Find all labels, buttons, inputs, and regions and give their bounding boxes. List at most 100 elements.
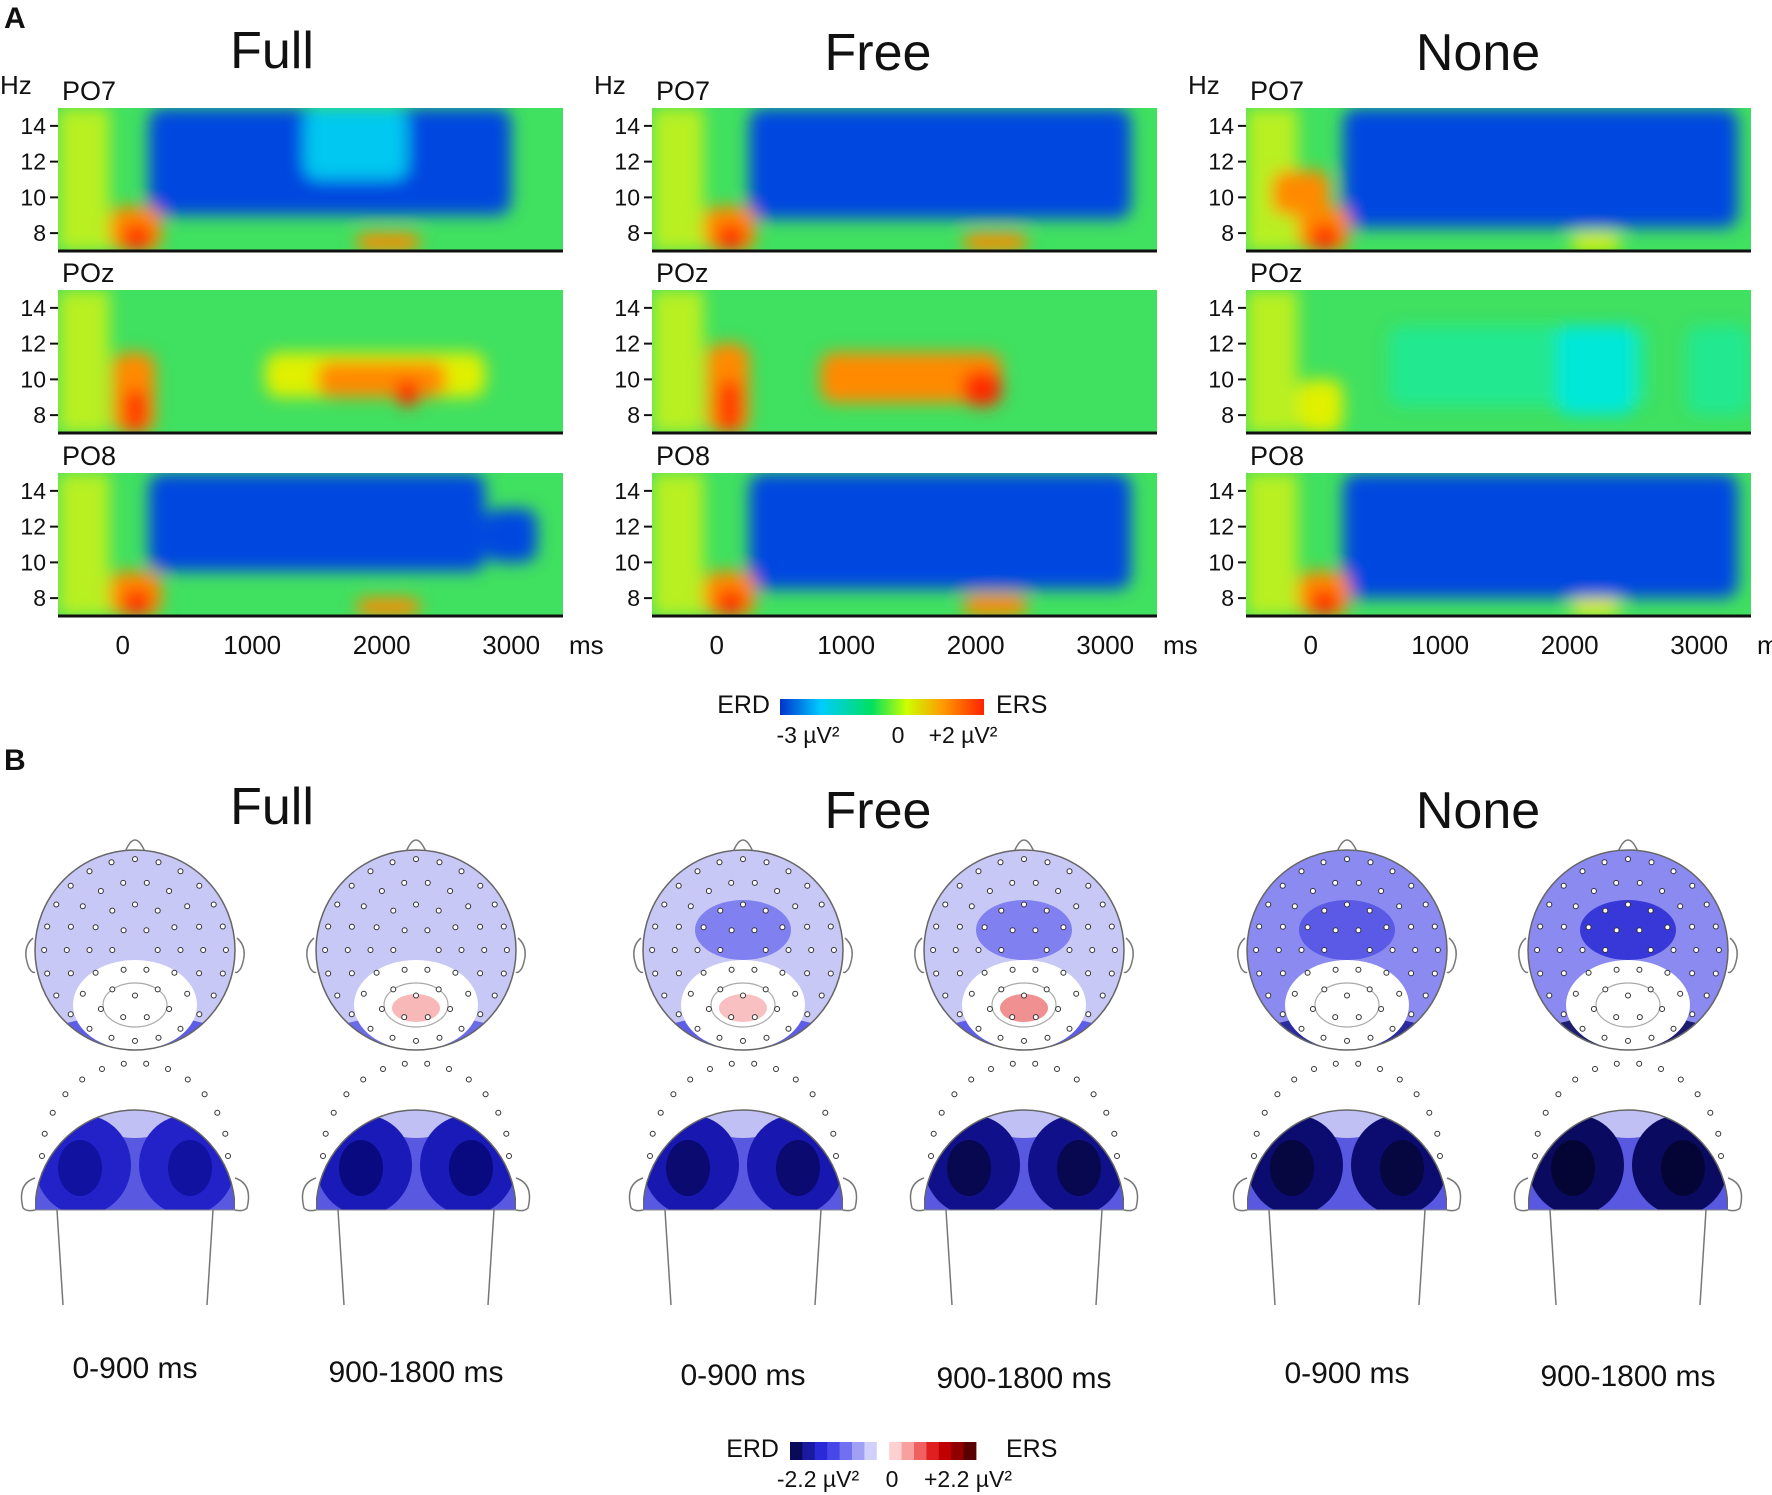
electrode-dot xyxy=(827,923,834,930)
electrode-dot xyxy=(928,1153,934,1159)
electrode-dot xyxy=(1344,901,1350,908)
electrode-dot xyxy=(751,966,758,973)
electrode-dot xyxy=(132,901,138,908)
electrode-dot xyxy=(1689,970,1696,977)
backview-right-core xyxy=(776,1140,820,1196)
electrode-dot xyxy=(986,888,993,894)
heatmap-blob xyxy=(1271,170,1331,216)
electrode-dot xyxy=(1378,888,1385,894)
neck-outline xyxy=(1268,1209,1426,1306)
electrode-dot xyxy=(804,1011,811,1018)
backview-right-core xyxy=(1380,1140,1424,1196)
electrode-dot xyxy=(447,1006,454,1012)
y-tick-10: 10 xyxy=(20,549,46,575)
heatmap-blob xyxy=(749,108,1132,219)
electrode-dot xyxy=(1114,1153,1120,1159)
electrode-dot xyxy=(165,1066,171,1072)
electrode-dot xyxy=(1261,1109,1268,1116)
electrode-dot xyxy=(177,1025,184,1032)
electrode-dot xyxy=(210,992,217,999)
panel-a-colorbar: ERD ERS -3 µV² 0 +2 µV² xyxy=(717,691,1047,748)
electrode-dot xyxy=(1625,1037,1631,1044)
electrode-dot xyxy=(657,1109,664,1116)
topomap-head-outline xyxy=(923,849,1125,1051)
electrode-dot xyxy=(1055,1006,1062,1012)
electrode-dot xyxy=(143,927,150,934)
electrode-dot xyxy=(109,907,116,914)
electrode-dot xyxy=(424,879,431,886)
electrode-dot xyxy=(201,1091,208,1098)
electrode-dot xyxy=(1344,992,1350,999)
electrode-dot xyxy=(360,990,367,997)
electrode-dot xyxy=(717,947,724,953)
colorbar-b-step-4 xyxy=(839,1442,853,1460)
panel-a-title-full: Full xyxy=(230,22,314,80)
electrode-dot xyxy=(1389,868,1396,875)
neck-outline xyxy=(1549,1209,1707,1306)
electrode-dot xyxy=(171,969,178,976)
colorbar-b-step-5 xyxy=(852,1442,865,1460)
electrode-dot xyxy=(818,901,825,908)
heatmap-blob xyxy=(820,352,1002,403)
electrode-dot xyxy=(1111,947,1118,953)
y-tick-14: 14 xyxy=(614,478,640,504)
back-right-ear xyxy=(842,1177,858,1212)
heatmap-blob xyxy=(304,108,408,180)
electrode-dot xyxy=(1366,947,1373,953)
electrode-dot xyxy=(687,990,694,997)
electrode-dot xyxy=(942,901,949,908)
colorbar-b-step-11 xyxy=(926,1442,940,1460)
electrode-dot xyxy=(1256,970,1263,977)
heatmap-body xyxy=(1246,108,1751,251)
heatmap-blob xyxy=(719,379,741,433)
electrode-dot xyxy=(1043,947,1050,953)
electrode-dot xyxy=(652,970,659,977)
electrode-dot xyxy=(67,1011,74,1018)
electrode-dot xyxy=(154,986,161,993)
electrode-dot xyxy=(1602,947,1609,953)
y-tick-8: 8 xyxy=(627,585,640,611)
electrode-dot xyxy=(109,947,116,953)
electrode-dot xyxy=(740,992,746,999)
topomap-grid xyxy=(20,839,1743,1306)
colorbar-b-tick-min: -2.2 µV² xyxy=(777,1466,860,1492)
electrode-dot xyxy=(1412,947,1419,953)
electrode-dot xyxy=(1060,969,1067,976)
electrode-dot xyxy=(63,947,70,953)
window-label-full-2: 900-1800 ms xyxy=(328,1356,503,1389)
electrode-dot xyxy=(975,868,982,875)
heatmap-blobs xyxy=(1246,473,1739,616)
electrode-dot xyxy=(986,1006,993,1012)
electrode-dot xyxy=(830,1130,837,1137)
y-tick-10: 10 xyxy=(20,366,46,392)
colorbar-b-erd-label: ERD xyxy=(726,1435,779,1463)
electrode-dot xyxy=(1332,966,1339,973)
electrode-dot xyxy=(177,947,184,953)
electrode-dot xyxy=(1320,1034,1327,1041)
channel-label-poz: POz xyxy=(656,258,709,288)
electrode-dot xyxy=(818,992,825,999)
electrode-dot xyxy=(401,966,408,973)
window-label-free-2: 900-1800 ms xyxy=(936,1362,1111,1395)
electrode-dot xyxy=(751,1014,758,1021)
electrode-dot xyxy=(465,1076,472,1083)
electrode-dot xyxy=(1712,923,1719,930)
electrode-dot xyxy=(401,1060,408,1067)
electrode-dot xyxy=(1103,1109,1110,1116)
electrode-dot xyxy=(436,859,443,866)
electrode-dot xyxy=(108,859,115,866)
electrode-dot xyxy=(740,1037,746,1044)
electrode-dot xyxy=(1055,888,1062,894)
electrode-dot xyxy=(1556,947,1563,953)
y-tick-12: 12 xyxy=(614,331,640,357)
y-tick-8: 8 xyxy=(33,402,46,428)
electrode-dot xyxy=(348,1011,355,1018)
electrode-dot xyxy=(380,1066,386,1072)
panel-a-title-none: None xyxy=(1416,24,1540,82)
electrode-dot xyxy=(390,986,397,993)
electrode-dot xyxy=(1304,969,1311,976)
electrode-dot xyxy=(792,990,799,997)
electrode-dot xyxy=(166,1006,173,1012)
electrode-dot xyxy=(482,1091,489,1098)
electrode-dot xyxy=(661,992,668,999)
